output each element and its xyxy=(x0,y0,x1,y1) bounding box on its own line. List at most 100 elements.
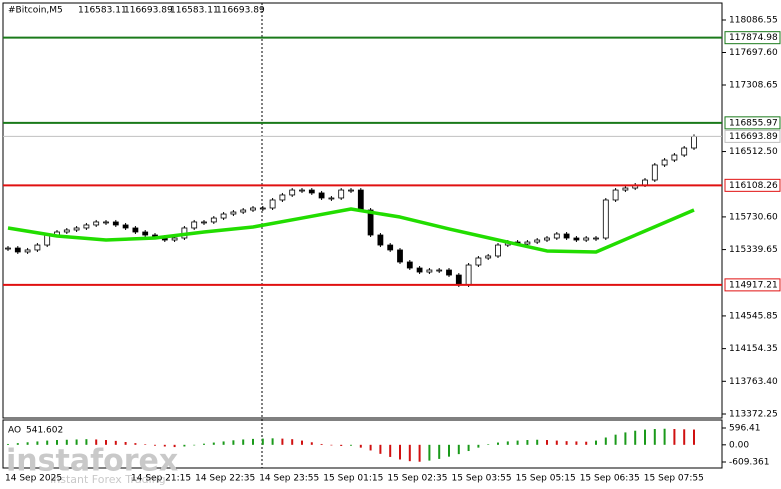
moving-average xyxy=(7,207,695,254)
candle xyxy=(279,194,286,201)
level-box xyxy=(724,116,781,130)
level-box xyxy=(724,178,781,192)
candle xyxy=(553,233,560,239)
candle xyxy=(122,224,129,229)
candle xyxy=(583,237,590,241)
x-tick-label: 15 Sep 05:15 xyxy=(516,474,576,484)
ao-tick-label: 596.41 xyxy=(729,424,761,434)
level-label: 117874.98 xyxy=(729,33,778,43)
x-tick-label: 14 Sep 2025 xyxy=(5,474,62,484)
candle xyxy=(495,244,501,257)
current-price-box xyxy=(724,129,781,143)
candle xyxy=(132,227,139,233)
ao-panel xyxy=(2,419,723,469)
candle xyxy=(436,269,443,272)
candle xyxy=(387,244,394,251)
candle xyxy=(103,221,109,224)
ao-value: 541.602 xyxy=(26,426,63,436)
candle xyxy=(426,269,433,273)
candle xyxy=(191,221,198,229)
y-tick-label: 114545.85 xyxy=(729,311,778,321)
candle xyxy=(544,237,550,241)
x-tick-label: 14 Sep 21:15 xyxy=(131,474,191,484)
candle xyxy=(602,199,609,239)
y-tick-label: 116512.50 xyxy=(729,147,778,157)
candle xyxy=(83,224,90,229)
candle xyxy=(44,234,51,246)
candle xyxy=(651,164,658,181)
candle xyxy=(14,247,21,253)
candle xyxy=(308,189,315,194)
x-tick-label: 15 Sep 01:15 xyxy=(323,474,383,484)
y-tick-label: 118086.55 xyxy=(729,16,778,26)
candle xyxy=(220,213,227,219)
y-tick-label: 114154.35 xyxy=(729,344,778,354)
candle xyxy=(377,234,384,246)
candle xyxy=(642,179,648,186)
main-panel xyxy=(2,2,723,419)
ohlc-value: 116693.89 xyxy=(216,6,265,16)
candle xyxy=(406,261,413,269)
candle xyxy=(259,207,266,210)
y-tick-label: 113763.40 xyxy=(729,377,778,387)
x-tick-label: 14 Sep 22:35 xyxy=(195,474,255,484)
level-box xyxy=(724,31,781,45)
symbol-title: #Bitcoin,M5 xyxy=(8,6,63,16)
level-box xyxy=(724,278,781,292)
candle xyxy=(475,257,482,266)
candle xyxy=(671,154,678,161)
candle xyxy=(573,237,580,241)
y-tick-label: 117308.65 xyxy=(729,81,778,91)
ao-tick-label: 0.00 xyxy=(729,440,749,450)
candle xyxy=(142,231,149,236)
candle xyxy=(34,244,41,251)
candle xyxy=(357,189,364,211)
candle xyxy=(416,267,423,273)
candle xyxy=(348,189,354,192)
x-tick-label: 15 Sep 06:35 xyxy=(580,474,640,484)
candle xyxy=(318,192,325,199)
candle xyxy=(93,221,100,226)
y-tick-label: 117697.60 xyxy=(729,48,778,58)
level-label: 116108.26 xyxy=(729,181,778,191)
candle xyxy=(269,199,276,209)
candle xyxy=(681,147,688,156)
candle xyxy=(691,135,697,149)
candle xyxy=(171,237,178,241)
y-tick-label: 115730.60 xyxy=(729,212,778,222)
candle xyxy=(5,247,11,250)
candle xyxy=(299,189,305,192)
candle xyxy=(210,217,217,223)
candle xyxy=(201,221,207,224)
y-tick-label: 115339.65 xyxy=(729,245,778,255)
candle xyxy=(240,209,247,213)
candle xyxy=(250,207,256,211)
watermark-brand: instaforex xyxy=(6,444,178,479)
candle xyxy=(593,237,599,240)
candle xyxy=(661,159,668,166)
level-label: 114917.21 xyxy=(729,280,778,290)
x-tick-label: 14 Sep 23:55 xyxy=(259,474,319,484)
candle xyxy=(63,229,70,233)
x-tick-label: 15 Sep 07:55 xyxy=(644,474,704,484)
current-price-label: 116693.89 xyxy=(729,132,778,142)
candle xyxy=(622,187,629,191)
candle xyxy=(367,209,374,236)
ohlc-value: 116693.89 xyxy=(124,6,173,16)
candle xyxy=(73,227,80,231)
candle xyxy=(524,241,531,245)
candle xyxy=(289,189,296,196)
candle xyxy=(397,249,403,263)
watermark-slogan: Instant Forex Trading xyxy=(50,473,166,486)
candle xyxy=(485,255,492,259)
candle xyxy=(112,221,119,226)
candle xyxy=(446,269,452,276)
candle xyxy=(24,249,31,253)
candle xyxy=(465,264,472,286)
candle xyxy=(230,211,237,215)
ao-name: AO xyxy=(8,426,21,436)
y-tick-label: 113372.25 xyxy=(729,410,778,420)
candle xyxy=(455,274,462,286)
level-label: 116855.97 xyxy=(729,118,778,128)
